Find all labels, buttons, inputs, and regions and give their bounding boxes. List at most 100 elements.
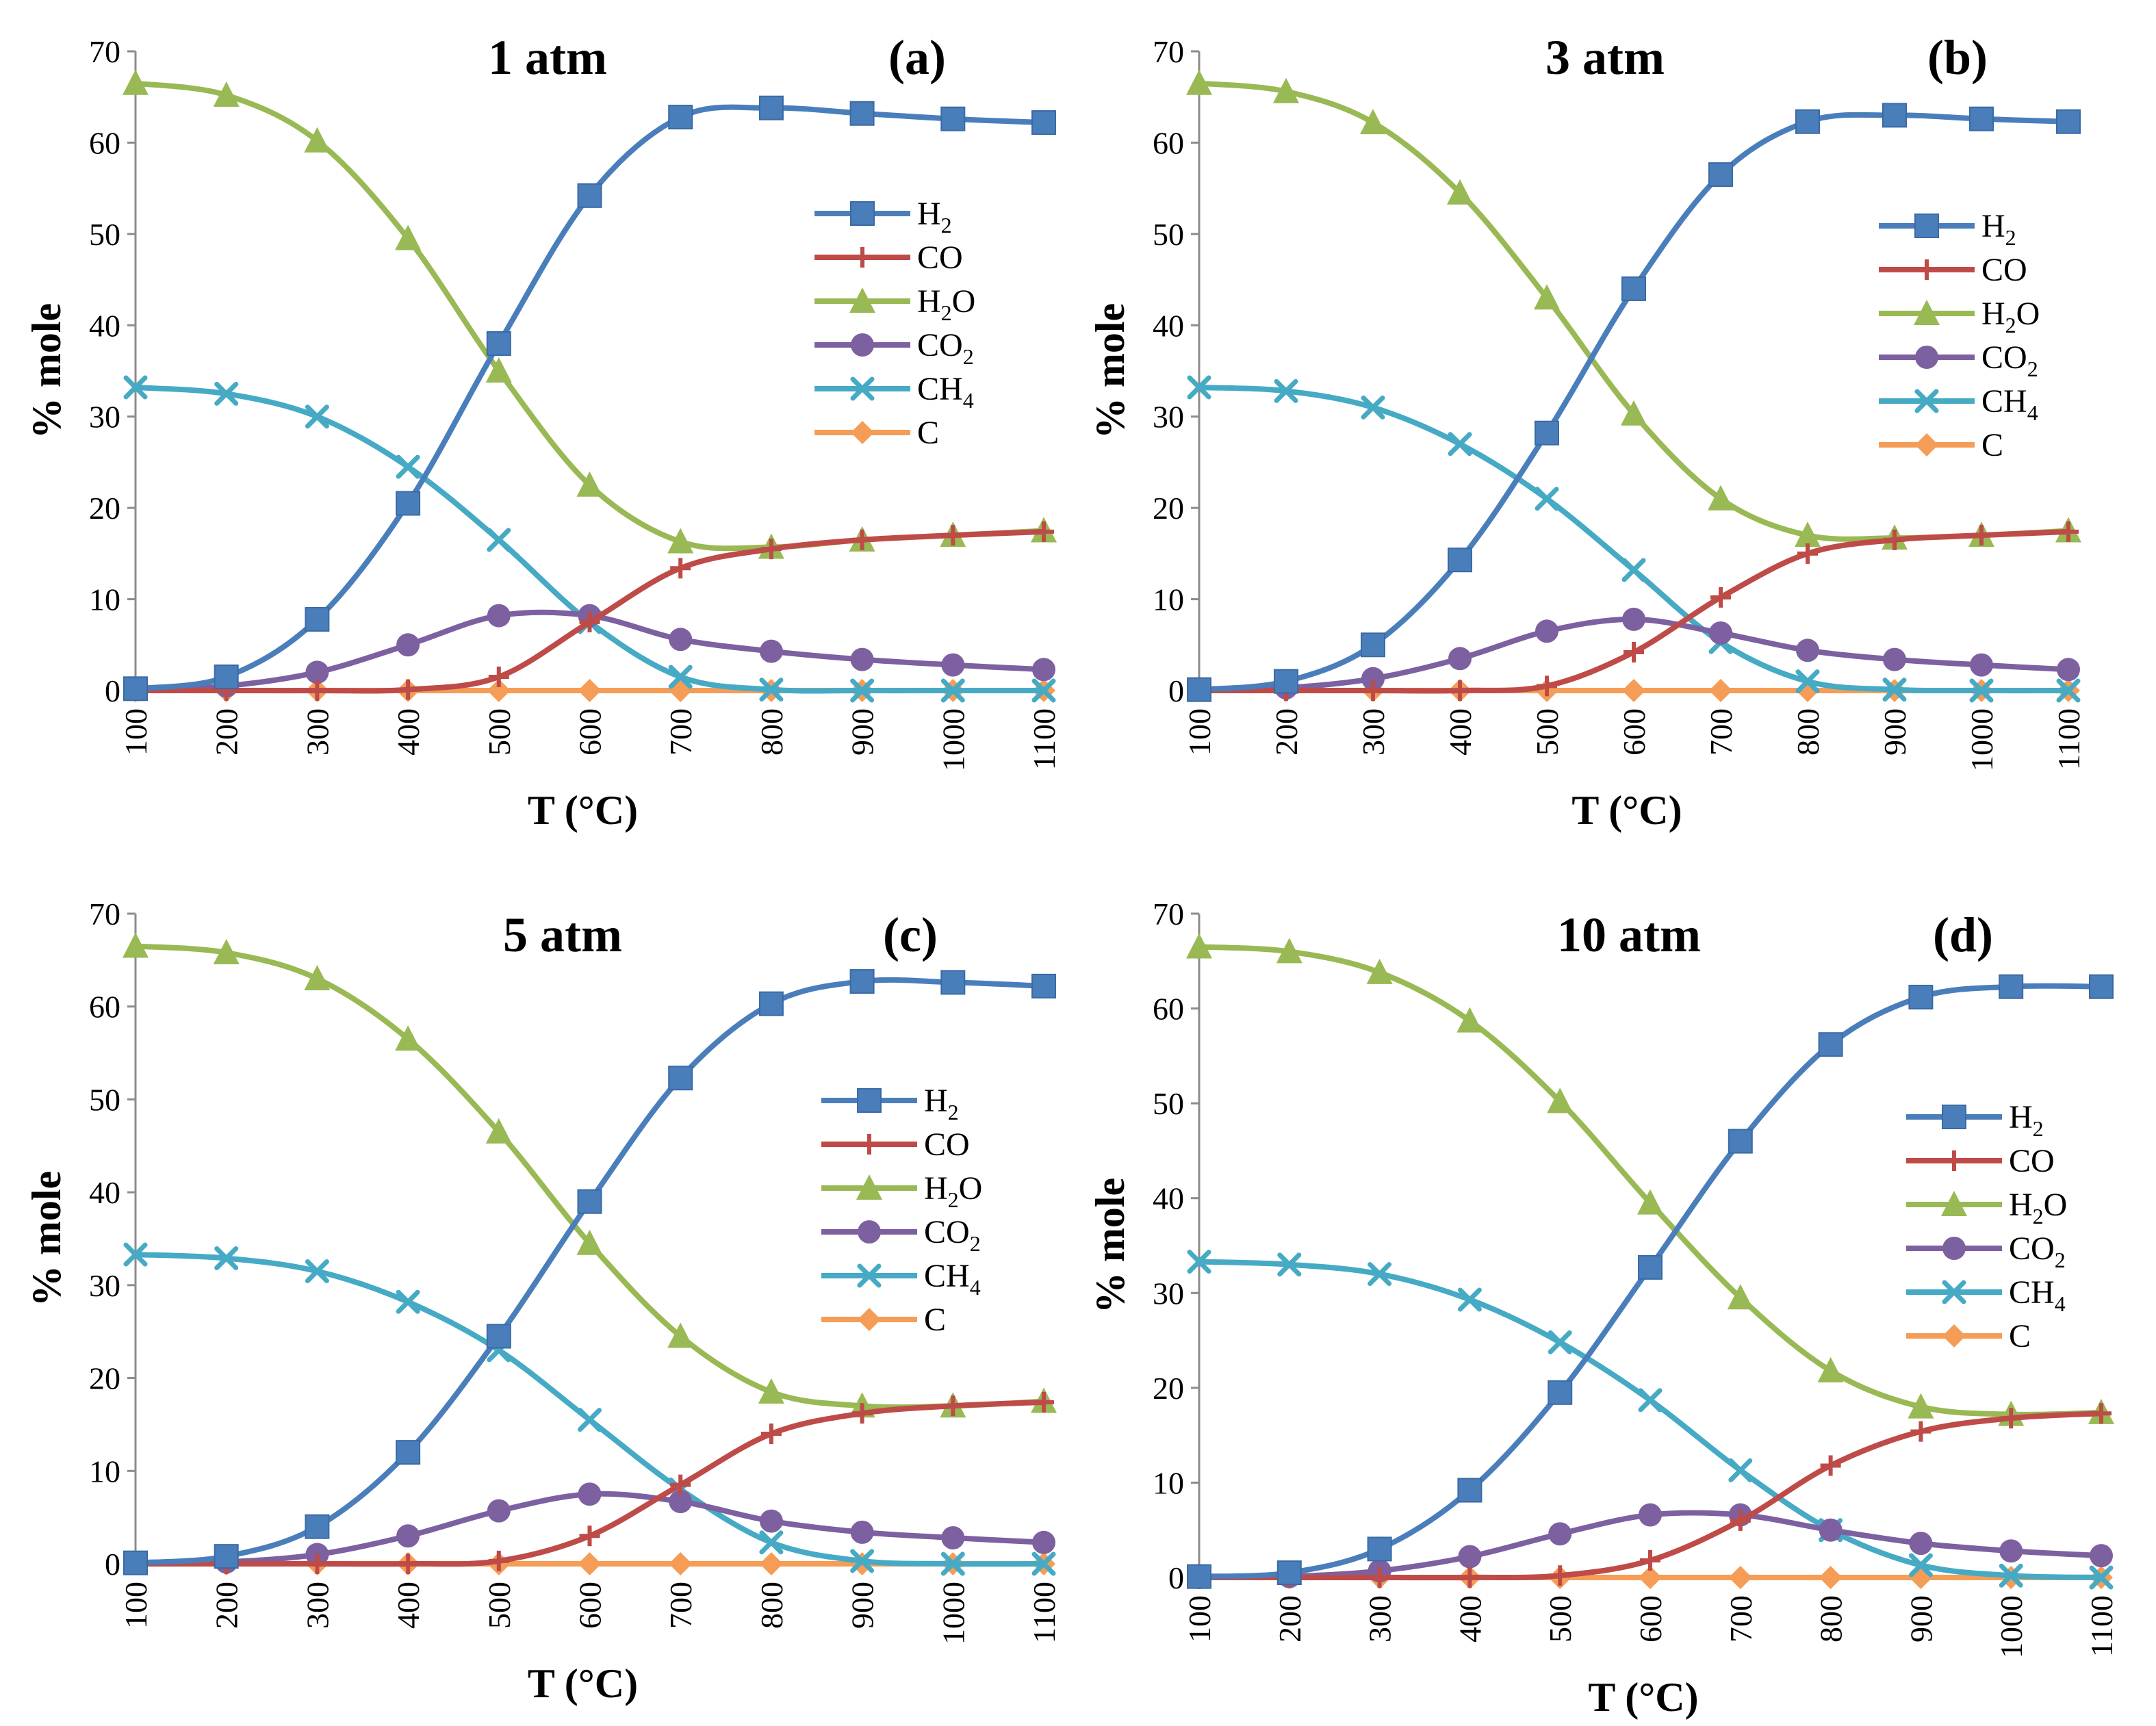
y-tick-label: 50 [1153,1086,1184,1121]
data-point-ch4 [1908,1553,1933,1577]
x-tick-label: 100 [1182,1595,1217,1643]
data-point-h2o [1360,109,1386,135]
data-point-co [760,539,782,560]
data-point-co2 [1999,1539,2023,1563]
x-tick-label: 900 [1877,708,1912,756]
panel-label: (b) [1927,30,1988,85]
data-point-co2 [2090,1544,2113,1568]
data-point-h2o [123,932,149,958]
panel-label: (d) [1933,907,1993,962]
x-tick-label: 400 [1452,1595,1487,1643]
data-point-c [1728,1566,1752,1589]
data-point-h2 [123,676,148,701]
y-tick-label: 0 [1168,673,1184,708]
data-point-co [1640,1550,1660,1571]
legend-label-ch4: CH4 [1981,383,2038,425]
legend-label-ch4: CH4 [2009,1274,2066,1316]
x-tick-label: 1100 [2051,708,2086,770]
data-point-h2o [485,1118,512,1144]
data-point-h2 [486,331,511,356]
data-point-co2 [1032,1530,1055,1554]
series-h2 [1187,974,2114,1589]
data-point-h2 [1621,276,1646,301]
legend-label-h2o: H2O [924,1170,982,1212]
legend-label-h2: H2 [924,1083,959,1124]
legend-marker-c [1942,1324,1966,1348]
data-point-co [2001,1408,2022,1429]
data-point-h2o [1621,400,1647,426]
data-point-ch4 [123,375,148,400]
data-point-h2o [1456,1007,1483,1033]
data-point-co2 [1883,647,1906,671]
data-point-h2 [1548,1380,1573,1405]
data-point-co [1884,529,1905,550]
panel-title: 1 atm [488,30,607,85]
legend-label-co2: CO2 [924,1214,981,1256]
data-point-h2o [667,528,694,554]
panel-label: (c) [883,907,938,962]
data-point-co2 [1361,667,1385,691]
chart-panel-b: 0 10 20 30 40 50 60 70 100 200 300 400 500 600 700 800 9… [1088,30,2086,833]
data-point-co2 [759,639,783,663]
data-point-h2 [214,664,239,689]
data-point-h2 [2056,109,2081,134]
panel-title: 5 atm [503,907,622,962]
data-point-h2 [668,1066,693,1091]
x-tick-label: 700 [663,1582,698,1629]
legend-label-c: C [924,1302,946,1338]
legend-label-co: CO [2009,1143,2055,1179]
y-axis-title: % mole [24,1171,69,1306]
data-point-co [579,611,600,632]
data-point-h2 [758,95,784,120]
y-axis-title: % mole [1088,303,1133,439]
y-tick-label: 30 [1153,400,1184,435]
y-tick-label: 0 [105,1547,120,1582]
data-point-co2 [396,633,420,657]
legend-marker-ch4 [1942,1280,1966,1304]
data-point-co [670,1474,691,1495]
data-point-h2o [1637,1189,1663,1215]
x-tick-label: 300 [300,708,335,756]
data-point-co [1369,1567,1390,1588]
x-tick-label: 900 [845,1582,880,1629]
data-point-h2o [1186,933,1212,959]
y-tick-label: 70 [89,34,120,69]
data-point-ch4 [305,404,329,429]
legend-marker-co [852,247,873,268]
y-tick-label: 60 [89,125,120,160]
series-line-h2 [135,977,1044,1566]
legend-label-h2o: H2O [1981,296,2040,337]
data-point-co [1910,1421,1932,1442]
y-tick-label: 20 [89,1361,120,1396]
data-point-h2 [1999,974,2024,999]
legend-label-co: CO [924,1126,970,1163]
y-tick-label: 40 [89,308,120,343]
data-point-h2 [940,106,966,131]
data-point-h2 [1457,1478,1483,1503]
legend-label-co2: CO2 [917,327,974,369]
data-point-ch4 [1187,1250,1211,1274]
data-point-h2 [1728,1129,1753,1154]
legend-marker-co2 [1942,1237,1966,1260]
data-point-co [1537,675,1557,697]
data-point-h2 [1031,973,1056,999]
data-point-h2o [758,1378,784,1404]
data-point-h2o [304,127,331,153]
data-point-ch4 [214,1246,239,1270]
series-line-h2o [135,943,1044,1411]
panel-label: (a) [888,30,946,85]
data-point-co2 [578,1482,602,1506]
y-tick-label: 30 [89,400,120,435]
data-point-ch4 [1031,1551,1056,1576]
legend-marker-h2o [1941,1191,1967,1216]
data-point-ch4 [1548,1330,1572,1354]
x-tick-label: 300 [1356,708,1391,756]
x-axis-title: T (°C) [1588,1675,1698,1720]
legend-label-co2: CO2 [1981,339,2038,381]
data-point-ch4 [759,1530,784,1555]
x-tick-label: 400 [1443,708,1478,756]
series-h2 [1187,103,2081,702]
data-point-h2 [1276,1560,1302,1586]
data-point-h2 [214,1544,239,1569]
